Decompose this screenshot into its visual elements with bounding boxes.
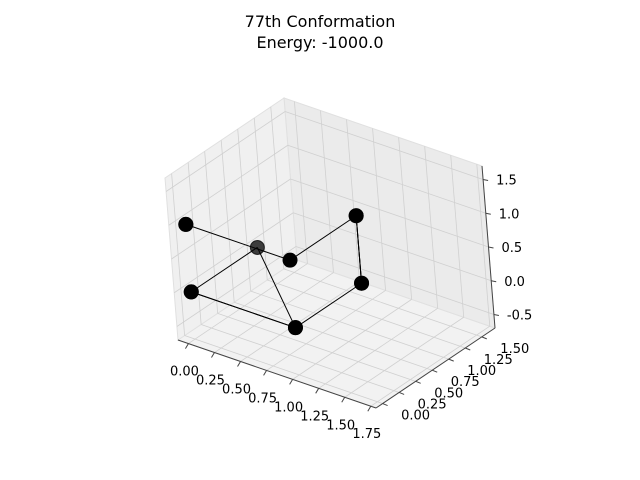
y-tick-label: 0.25 — [418, 397, 447, 412]
grid-line-z-back — [295, 246, 495, 315]
z-tick-label: 1.5 — [496, 174, 517, 189]
y-tick-label: 1.50 — [500, 342, 529, 357]
grid-line-y-floor — [217, 312, 416, 382]
x-tick-label: 1.25 — [300, 409, 329, 424]
grid-line-x-floor — [240, 281, 360, 362]
grid-line-x-floor — [370, 325, 491, 407]
grid-line-z-left — [173, 212, 294, 294]
y-tick-mark — [398, 391, 405, 395]
grid-line-y-floor — [267, 279, 466, 349]
y-tick-mark — [465, 347, 471, 351]
y-tick-mark — [481, 336, 487, 340]
z-tick-mark — [491, 280, 497, 283]
chain-bond — [355, 215, 363, 284]
grid-line-z-back — [290, 178, 489, 248]
y-tick-label: 1.00 — [467, 364, 496, 379]
z-tick-label: 0.0 — [504, 275, 525, 290]
x-tick-label: 0.75 — [248, 391, 277, 406]
chain-bond — [191, 291, 296, 329]
x-tick-mark — [184, 343, 189, 349]
grid-line-y-floor — [283, 268, 482, 338]
chain-bonds — [185, 215, 363, 329]
grid-line-x-floor — [188, 263, 308, 344]
grid-line-z-left — [168, 144, 289, 226]
z-tick-mark — [485, 212, 491, 215]
x-tick-label: 0.25 — [196, 374, 225, 389]
x-tick-mark — [237, 361, 241, 367]
grid-line-y-floor — [201, 324, 400, 393]
grid-line-x-floor — [214, 272, 334, 353]
x-tick-mark — [341, 397, 346, 403]
grid-line-x-floor — [266, 290, 386, 371]
x-tick-mark — [367, 405, 372, 412]
z-tick-mark — [488, 246, 494, 249]
x-axis-line — [177, 339, 377, 409]
grid-line-y-floor — [234, 301, 433, 371]
y-tick-mark — [448, 358, 454, 362]
grid-line-x-floor — [292, 299, 412, 380]
y-tick-mark — [415, 380, 421, 384]
chain-atoms — [178, 208, 370, 336]
chain-bond — [185, 223, 291, 261]
z-tick-label: 1.0 — [499, 207, 520, 222]
grid-line-x-floor — [344, 316, 464, 398]
tick-labels: 0.000.250.500.751.001.251.501.750.000.25… — [170, 174, 532, 443]
chain-atom — [287, 320, 303, 336]
grid-line-z-back — [287, 144, 486, 214]
chain-bond — [295, 282, 362, 329]
chain-bond — [256, 247, 296, 328]
y-tick-mark — [382, 403, 388, 407]
y-tick-label: 0.00 — [401, 409, 430, 424]
grid-lines — [165, 101, 495, 407]
chain-atom — [354, 275, 370, 291]
x-tick-mark — [211, 352, 215, 358]
grid-line-z-left — [171, 178, 291, 260]
chain-atom — [348, 208, 364, 224]
chain-bond — [190, 247, 258, 293]
grid-line-z-back — [293, 212, 492, 282]
grid-line-z-back — [284, 111, 484, 180]
x-tick-label: 1.00 — [274, 400, 303, 415]
grid-line-x-floor — [318, 307, 438, 389]
x-tick-label: 1.50 — [326, 418, 355, 433]
chain-atom — [282, 252, 298, 268]
y-tick-label: 0.75 — [451, 375, 480, 390]
z-tick-label: 0.5 — [502, 241, 523, 256]
z-tick-label: -0.5 — [507, 309, 532, 324]
chart-title-line-1: 77th Conformation — [244, 12, 396, 31]
y-tick-mark — [432, 369, 438, 373]
x-tick-mark — [263, 370, 268, 376]
chain-atom — [178, 216, 194, 232]
z-tick-mark — [482, 179, 489, 181]
y-tick-label: 0.50 — [434, 386, 463, 401]
x-tick-label: 1.75 — [352, 427, 381, 442]
chain-atom — [183, 284, 199, 300]
y-tick-label: 1.25 — [484, 353, 513, 368]
x-tick-mark — [315, 388, 320, 394]
y-axis-line — [375, 327, 496, 409]
z-tick-mark — [493, 314, 500, 316]
x-tick-label: 0.50 — [222, 382, 251, 397]
x-tick-label: 0.00 — [170, 365, 199, 380]
chart-title-line-2: Energy: -1000.0 — [256, 33, 384, 52]
grid-line-z-left — [165, 111, 286, 192]
chain-bond — [289, 215, 357, 261]
grid-line-y-floor — [184, 335, 383, 404]
x-tick-mark — [289, 379, 294, 385]
grid-line-z-left — [176, 246, 297, 327]
chain-atom — [249, 239, 265, 255]
